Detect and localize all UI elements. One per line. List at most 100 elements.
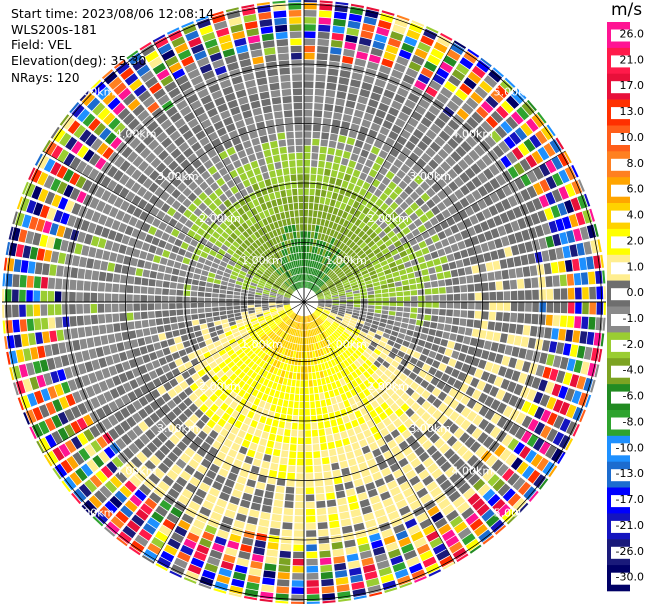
velocity-gate <box>219 79 232 89</box>
velocity-gate <box>220 244 229 252</box>
velocity-gate <box>306 558 318 566</box>
velocity-gate <box>579 226 590 240</box>
velocity-gate <box>379 192 388 202</box>
velocity-gate <box>243 72 255 82</box>
velocity-gate <box>402 174 413 185</box>
velocity-gate <box>297 174 303 181</box>
velocity-gate <box>487 240 496 251</box>
velocity-gate <box>126 416 137 428</box>
velocity-gate <box>330 527 341 536</box>
velocity-gate <box>202 246 211 254</box>
velocity-gate <box>28 167 36 180</box>
velocity-gate <box>361 197 369 206</box>
velocity-gate <box>529 134 542 149</box>
velocity-gate <box>389 164 399 175</box>
velocity-gate <box>284 263 290 271</box>
velocity-gate <box>507 438 519 451</box>
velocity-gate <box>363 475 373 485</box>
velocity-gate <box>363 379 371 388</box>
velocity-gate <box>414 104 427 116</box>
velocity-gate <box>143 404 154 415</box>
velocity-gate <box>119 187 130 199</box>
velocity-gate <box>389 302 397 306</box>
velocity-gate <box>183 235 193 244</box>
velocity-gate <box>175 458 187 469</box>
velocity-gate <box>250 371 258 380</box>
velocity-gate <box>33 390 44 405</box>
velocity-gate <box>289 286 295 292</box>
velocity-gate <box>278 346 284 354</box>
velocity-gate <box>452 496 466 508</box>
velocity-gate <box>42 263 50 276</box>
velocity-gate <box>199 275 208 282</box>
velocity-gate <box>353 299 361 302</box>
velocity-gate <box>375 302 382 306</box>
ring-label-1-225: 1.00km <box>241 338 283 351</box>
velocity-gate <box>313 458 322 466</box>
velocity-gate <box>294 117 303 124</box>
velocity-gate <box>500 100 514 114</box>
velocity-gate <box>329 520 340 529</box>
velocity-gate <box>112 313 120 323</box>
velocity-gate <box>465 193 476 204</box>
velocity-gate <box>395 388 405 397</box>
velocity-gate <box>276 579 290 587</box>
velocity-gate <box>274 327 281 334</box>
velocity-gate <box>193 50 207 61</box>
velocity-gate <box>487 351 497 362</box>
velocity-gate <box>185 320 193 328</box>
velocity-gate <box>366 367 375 376</box>
velocity-gate <box>345 310 353 315</box>
velocity-gate <box>285 291 292 296</box>
velocity-gate <box>241 537 254 546</box>
velocity-gate <box>356 536 369 546</box>
velocity-gate <box>473 274 481 283</box>
velocity-gate <box>497 483 511 497</box>
velocity-gate <box>236 166 245 175</box>
velocity-gate <box>82 113 96 127</box>
velocity-gate <box>478 405 489 417</box>
velocity-gate <box>334 483 344 492</box>
velocity-gate <box>176 476 188 487</box>
velocity-gate <box>230 324 238 330</box>
velocity-gate <box>341 180 349 189</box>
velocity-gate <box>337 286 344 291</box>
velocity-gate <box>308 322 312 330</box>
velocity-gate <box>202 232 211 240</box>
velocity-gate <box>359 382 367 391</box>
velocity-gate <box>342 319 349 324</box>
velocity-gate <box>70 229 80 241</box>
velocity-gate <box>602 270 606 284</box>
velocity-gate <box>299 274 302 281</box>
velocity-gate <box>141 555 155 564</box>
velocity-gate <box>378 102 389 113</box>
velocity-gate <box>74 243 83 255</box>
velocity-gate <box>229 68 241 78</box>
velocity-gate <box>316 507 327 516</box>
velocity-gate <box>135 268 144 277</box>
velocity-gate <box>329 313 336 318</box>
velocity-gate <box>329 177 336 185</box>
velocity-gate <box>457 268 466 276</box>
velocity-gate <box>272 284 280 289</box>
velocity-gate <box>228 278 236 284</box>
ring-label-3-225: 3.00km <box>157 422 199 435</box>
velocity-gate <box>399 191 409 201</box>
velocity-gate <box>383 89 395 99</box>
velocity-gate <box>434 117 446 129</box>
velocity-gate <box>389 148 400 158</box>
velocity-field <box>2 0 606 604</box>
velocity-gate <box>405 469 417 480</box>
velocity-gate <box>301 281 304 288</box>
velocity-gate <box>230 426 240 435</box>
velocity-gate <box>476 106 489 119</box>
velocity-gate <box>86 459 99 473</box>
velocity-gate <box>134 320 142 329</box>
velocity-gate <box>386 278 394 284</box>
velocity-gate <box>328 390 335 398</box>
velocity-gate <box>406 348 415 356</box>
velocity-gate <box>403 36 418 47</box>
velocity-gate <box>552 233 562 247</box>
velocity-gate <box>365 248 373 256</box>
velocity-gate <box>450 151 462 162</box>
